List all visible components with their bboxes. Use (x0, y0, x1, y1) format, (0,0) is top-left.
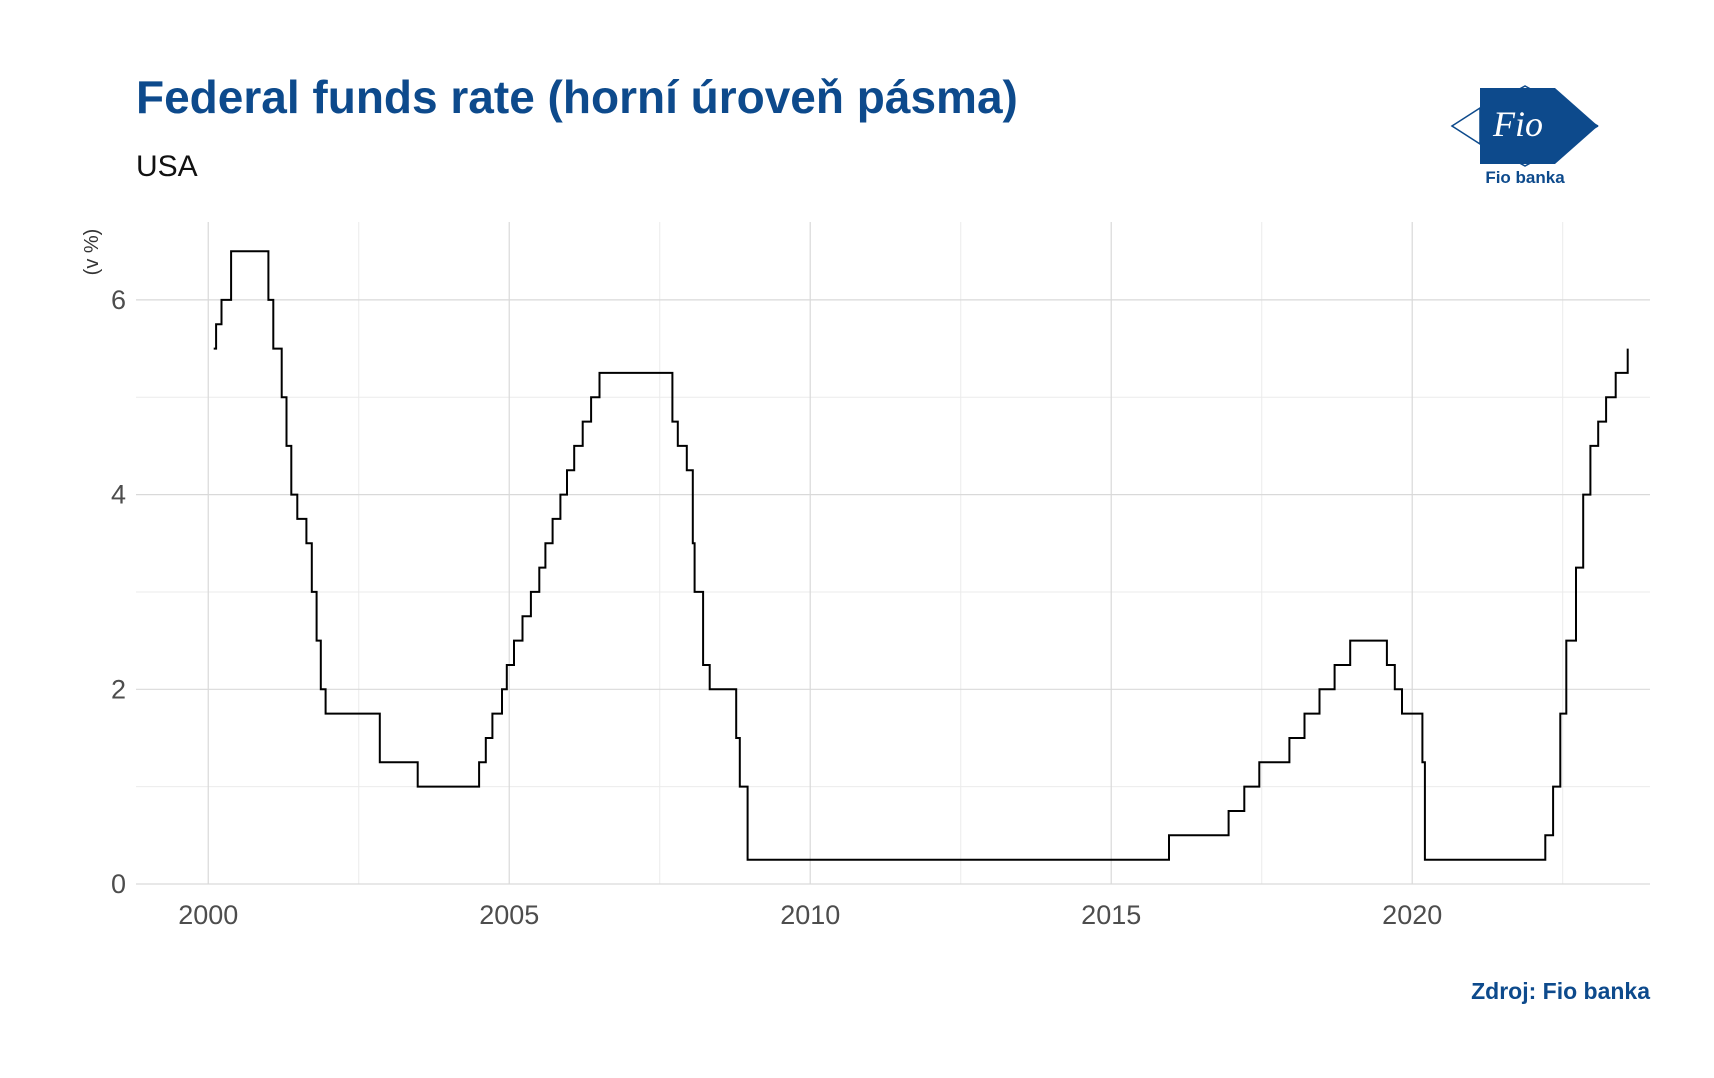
source-note: Zdroj: Fio banka (1471, 978, 1650, 1004)
y-axis-label: (v %) (81, 229, 103, 276)
y-tick-label: 0 (111, 869, 126, 899)
fio-logo-mark-icon: Fio (1450, 85, 1599, 167)
logo-mark-text: Fio (1492, 104, 1543, 144)
x-tick-label: 2020 (1382, 900, 1442, 930)
grid-major (136, 222, 1650, 885)
y-axis-ticks: 0 2 4 6 (111, 285, 126, 899)
chart-title: Federal funds rate (horní úroveň pásma) (136, 71, 1018, 123)
fio-banka-logo: Fio Fio banka (1450, 84, 1600, 194)
grid-minor (136, 222, 1650, 884)
x-tick-label: 2010 (780, 900, 840, 930)
x-tick-label: 2000 (178, 900, 238, 930)
series-line-federal-funds-rate (213, 250, 1629, 861)
x-axis-ticks: 2000 2005 2010 2015 2020 (178, 900, 1442, 930)
y-tick-label: 2 (111, 674, 126, 704)
y-tick-label: 6 (111, 285, 126, 315)
logo-name: Fio banka (1485, 168, 1565, 187)
y-tick-label: 4 (111, 480, 126, 510)
x-tick-label: 2015 (1081, 900, 1141, 930)
chart-subtitle: USA (136, 150, 198, 183)
x-tick-label: 2005 (479, 900, 539, 930)
